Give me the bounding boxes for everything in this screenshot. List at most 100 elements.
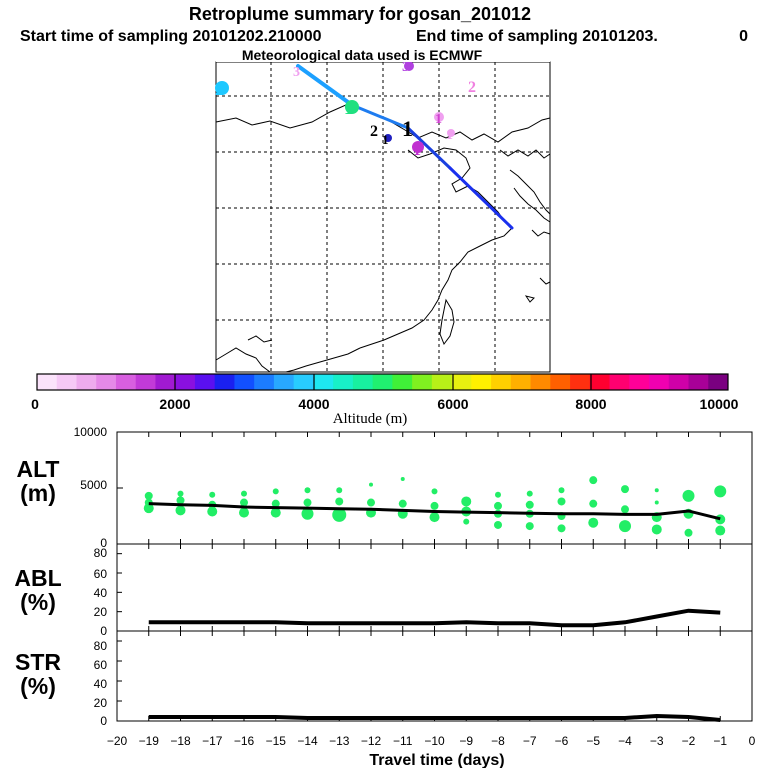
alt-point xyxy=(429,512,440,523)
alt-point xyxy=(398,499,407,508)
xtick-label: −16 xyxy=(234,734,255,748)
alt-point xyxy=(207,506,218,517)
colorbar-swatch xyxy=(629,374,650,390)
alt-point xyxy=(369,482,373,487)
x-axis-ticks: −20 −19 −18 −17 −16 −15 −14 −13 −12 −11 −10 −9 −8 −7−… xyxy=(107,734,756,748)
alt-point xyxy=(241,490,247,497)
colorbar-swatch xyxy=(155,374,176,390)
colorbar-tick-label: 4000 xyxy=(298,396,329,412)
colorbar-swatch xyxy=(668,374,689,390)
colorbar-swatch xyxy=(451,374,472,390)
map-label: 2 xyxy=(215,79,224,99)
colorbar-swatch xyxy=(333,374,354,390)
alt-point xyxy=(239,507,249,518)
map-marker-dot xyxy=(404,61,414,71)
alt-point xyxy=(304,487,311,494)
alt-point xyxy=(621,485,629,494)
abl-ytick-label: 60 xyxy=(94,567,108,581)
colorbar-frame xyxy=(36,373,729,391)
map-marker-dot xyxy=(215,81,229,95)
alt-point xyxy=(143,503,154,514)
map-marker-dot xyxy=(345,100,359,114)
colorbar-swatch xyxy=(56,374,77,390)
colorbar-ticks: 0 2000 4000 6000 8000 10000 xyxy=(31,396,739,412)
alt-point xyxy=(682,489,695,502)
alt-point xyxy=(176,496,185,505)
abl-y-ticks: 80 60 40 20 0 xyxy=(94,546,108,638)
alt-point xyxy=(651,524,662,535)
alt-point xyxy=(494,501,502,510)
xtick-label: −3 xyxy=(650,734,664,748)
alt-point xyxy=(209,491,216,498)
alt-point xyxy=(621,505,629,514)
met-label-backdrop xyxy=(216,48,550,62)
str-ytick-label: 0 xyxy=(100,714,107,728)
alt-point xyxy=(270,507,281,518)
trajectory-seg-2 xyxy=(350,103,410,130)
map-coastlines xyxy=(215,103,551,373)
alt-point xyxy=(557,524,566,533)
alt-point xyxy=(431,488,438,495)
colorbar-swatch xyxy=(175,374,196,390)
alt-point xyxy=(463,518,470,525)
colorbar-swatch xyxy=(352,374,374,390)
end-time-suffix: 0 xyxy=(739,28,748,45)
alt-point xyxy=(335,497,344,506)
alt-mean-line xyxy=(148,502,721,521)
xtick-label: −5 xyxy=(586,734,600,748)
met-data-label: Meteorological data used is ECMWF xyxy=(242,47,483,63)
xtick-label: −10 xyxy=(424,734,445,748)
alt-point xyxy=(336,487,343,494)
colorbar-swatch xyxy=(589,374,610,390)
end-time-label: End time of sampling 20101203. xyxy=(416,28,658,45)
colorbar-axis-label: Altitude (m) xyxy=(333,411,408,427)
str-ytick-label: 40 xyxy=(94,677,108,691)
map-label: 1 xyxy=(382,132,389,147)
str-ytick-label: 80 xyxy=(94,639,108,653)
alt-point xyxy=(494,520,502,529)
colorbar-swatch xyxy=(708,374,729,390)
colorbar-swatch xyxy=(688,374,709,390)
colorbar-swatch xyxy=(550,374,571,390)
xtick-label: −6 xyxy=(555,734,569,748)
panel-grid-ticks xyxy=(117,431,721,722)
xtick-label: −15 xyxy=(266,734,287,748)
map-label: 3 xyxy=(402,59,410,75)
map-label: 1 xyxy=(402,116,413,141)
alt-point xyxy=(589,499,598,508)
colorbar-swatch xyxy=(37,374,58,390)
alt-point xyxy=(557,497,566,506)
alt-point xyxy=(240,498,248,507)
xtick-label: −1 xyxy=(713,734,727,748)
map-marker-dot xyxy=(384,134,392,142)
map-label: 1 xyxy=(435,112,442,127)
alt-point xyxy=(714,485,727,498)
colorbar-swatch xyxy=(194,374,216,390)
alt-point xyxy=(558,487,565,494)
colorbar-swatch xyxy=(412,374,433,390)
colorbar-swatch xyxy=(273,374,295,390)
xtick-label: 0 xyxy=(749,734,756,748)
colorbar-swatch xyxy=(313,374,334,390)
alt-point xyxy=(175,505,186,516)
alt-point xyxy=(525,500,534,509)
abl-series xyxy=(148,608,721,628)
colorbar-tick-label: 8000 xyxy=(575,396,606,412)
colorbar-swatch xyxy=(491,374,512,390)
abl-ytick-label: 40 xyxy=(94,586,108,600)
colorbar-swatch xyxy=(115,374,137,390)
abl-ytick-label: 20 xyxy=(94,605,108,619)
map-label: 2 xyxy=(468,79,476,96)
alt-point xyxy=(430,501,439,510)
alt-unit: (m) xyxy=(20,480,56,506)
xtick-label: −13 xyxy=(329,734,350,748)
alt-point xyxy=(654,488,659,493)
alt-point xyxy=(144,491,153,500)
alt-point xyxy=(367,498,375,507)
alt-ytick-label: 10000 xyxy=(74,425,108,439)
trajectory-seg-1 xyxy=(296,64,354,107)
map-marker-dot xyxy=(447,129,455,137)
colorbar-swatch xyxy=(372,374,393,390)
alt-point xyxy=(301,507,314,520)
alt-point xyxy=(400,477,405,482)
